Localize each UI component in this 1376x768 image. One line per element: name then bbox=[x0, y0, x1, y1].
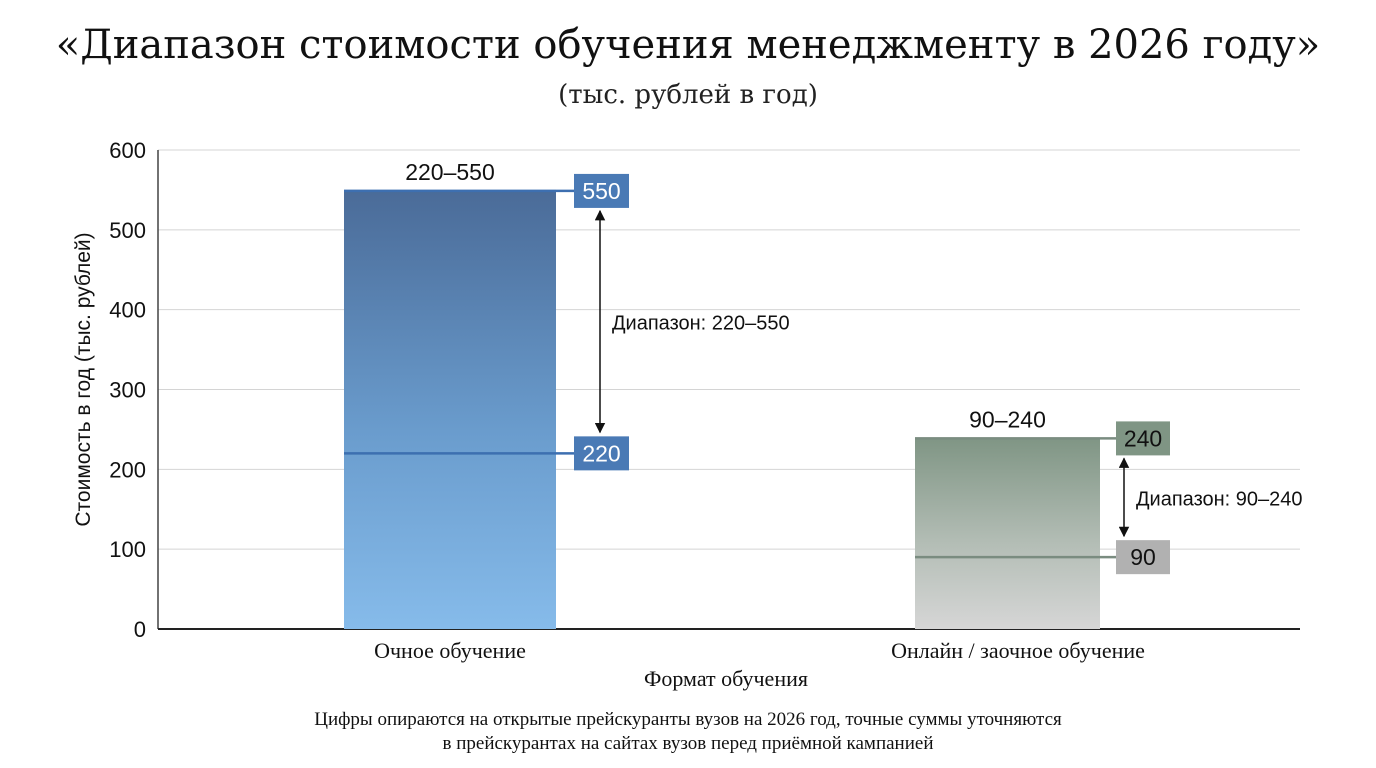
bar-top-label-1: 90–240 bbox=[969, 406, 1046, 432]
x-axis-title: Формат обучения bbox=[644, 666, 808, 691]
x-category-label-0: Очное обучение bbox=[374, 638, 526, 663]
min-value-box-1 bbox=[1116, 540, 1170, 575]
max-value-label-0: 550 bbox=[582, 178, 620, 204]
max-value-box-0 bbox=[574, 173, 629, 208]
min-value-label-1: 90 bbox=[1130, 544, 1156, 570]
min-value-box-0 bbox=[574, 436, 629, 471]
chart-subtitle: (тыс. рублей в год) bbox=[558, 80, 818, 110]
chart-title: «Диапазон стоимости обучения менеджменту… bbox=[55, 22, 1321, 68]
footnote: Цифры опираются на открытые прейскуранты… bbox=[0, 708, 1376, 756]
y-tick-label: 0 bbox=[134, 617, 146, 642]
y-tick-label: 100 bbox=[109, 537, 146, 562]
range-label-0: Диапазон: 220–550 bbox=[612, 313, 790, 335]
max-value-label-1: 240 bbox=[1124, 425, 1162, 451]
y-tick-label: 500 bbox=[109, 218, 146, 243]
y-tick-label: 400 bbox=[109, 298, 146, 323]
y-tick-label: 600 bbox=[109, 138, 146, 163]
footnote-line-1: Цифры опираются на открытые прейскуранты… bbox=[314, 709, 1062, 730]
y-tick-label: 200 bbox=[109, 457, 146, 482]
bar-0 bbox=[344, 189, 556, 629]
footnote-line-2: в прейскурантах на сайтах вузов перед пр… bbox=[442, 733, 934, 754]
range-label-1: Диапазон: 90–240 bbox=[1136, 488, 1303, 510]
bar-top-label-0: 220–550 bbox=[405, 159, 495, 185]
x-category-label-1: Онлайн / заочное обучение bbox=[891, 638, 1145, 663]
min-value-label-0: 220 bbox=[582, 440, 620, 466]
y-tick-label: 300 bbox=[109, 378, 146, 403]
max-value-box-1 bbox=[1116, 421, 1170, 456]
bar-1 bbox=[915, 437, 1100, 629]
y-axis-title: Стоимость в год (тыс. рублей) bbox=[72, 232, 95, 526]
